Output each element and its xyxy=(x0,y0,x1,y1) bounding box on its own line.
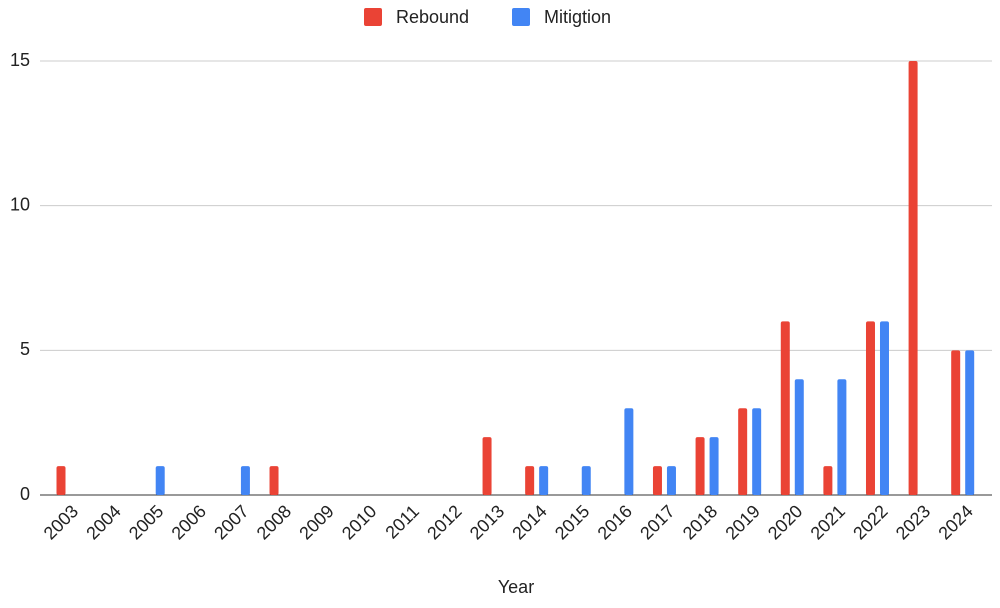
legend-swatch xyxy=(364,8,382,26)
x-tick-label: 2016 xyxy=(594,501,636,543)
x-tick-label: 2019 xyxy=(721,501,763,543)
x-tick-label: 2004 xyxy=(82,501,124,543)
x-tick-label: 2006 xyxy=(168,501,210,543)
x-tick-label: 2018 xyxy=(679,501,721,543)
x-tick-label: 2017 xyxy=(636,501,678,543)
bar xyxy=(951,350,961,495)
bar xyxy=(752,408,762,495)
x-tick-label: 2010 xyxy=(338,501,380,543)
y-tick-label: 0 xyxy=(20,484,30,504)
bar xyxy=(709,437,719,495)
bar xyxy=(908,61,918,495)
bar xyxy=(879,321,889,495)
x-tick-label: 2003 xyxy=(40,501,82,543)
bar xyxy=(794,379,804,495)
x-tick-label: 2008 xyxy=(253,501,295,543)
y-tick-label: 15 xyxy=(10,50,30,70)
bar xyxy=(525,466,535,495)
x-tick-label: 2020 xyxy=(764,501,806,543)
y-tick-label: 5 xyxy=(20,339,30,359)
x-tick-label: 2012 xyxy=(423,501,465,543)
x-tick-label: 2022 xyxy=(849,501,891,543)
x-tick-label: 2015 xyxy=(551,501,593,543)
x-tick-label: 2007 xyxy=(210,501,252,543)
y-tick-label: 10 xyxy=(10,194,30,214)
bar xyxy=(780,321,790,495)
x-tick-label: 2023 xyxy=(892,501,934,543)
bar xyxy=(56,466,66,495)
x-tick-label: 2024 xyxy=(934,501,976,543)
legend-swatch xyxy=(512,8,530,26)
bar xyxy=(652,466,662,495)
x-tick-label: 2009 xyxy=(295,501,337,543)
x-tick-label: 2011 xyxy=(382,501,424,543)
bar xyxy=(865,321,875,495)
x-tick-label: 2013 xyxy=(466,501,508,543)
x-tick-label: 2014 xyxy=(508,501,550,543)
x-tick-label: 2021 xyxy=(807,501,849,543)
legend-label: Mitigtion xyxy=(544,7,611,27)
bar xyxy=(581,466,591,495)
x-tick-label: 2005 xyxy=(125,501,167,543)
bar xyxy=(837,379,847,495)
bar xyxy=(695,437,705,495)
bar xyxy=(539,466,549,495)
bar xyxy=(965,350,975,495)
bar xyxy=(823,466,833,495)
bar xyxy=(624,408,634,495)
bar xyxy=(666,466,676,495)
bar xyxy=(269,466,279,495)
bar xyxy=(738,408,748,495)
legend-label: Rebound xyxy=(396,7,469,27)
bar xyxy=(155,466,165,495)
bar xyxy=(240,466,250,495)
x-axis-title: Year xyxy=(498,577,534,597)
bar xyxy=(482,437,492,495)
